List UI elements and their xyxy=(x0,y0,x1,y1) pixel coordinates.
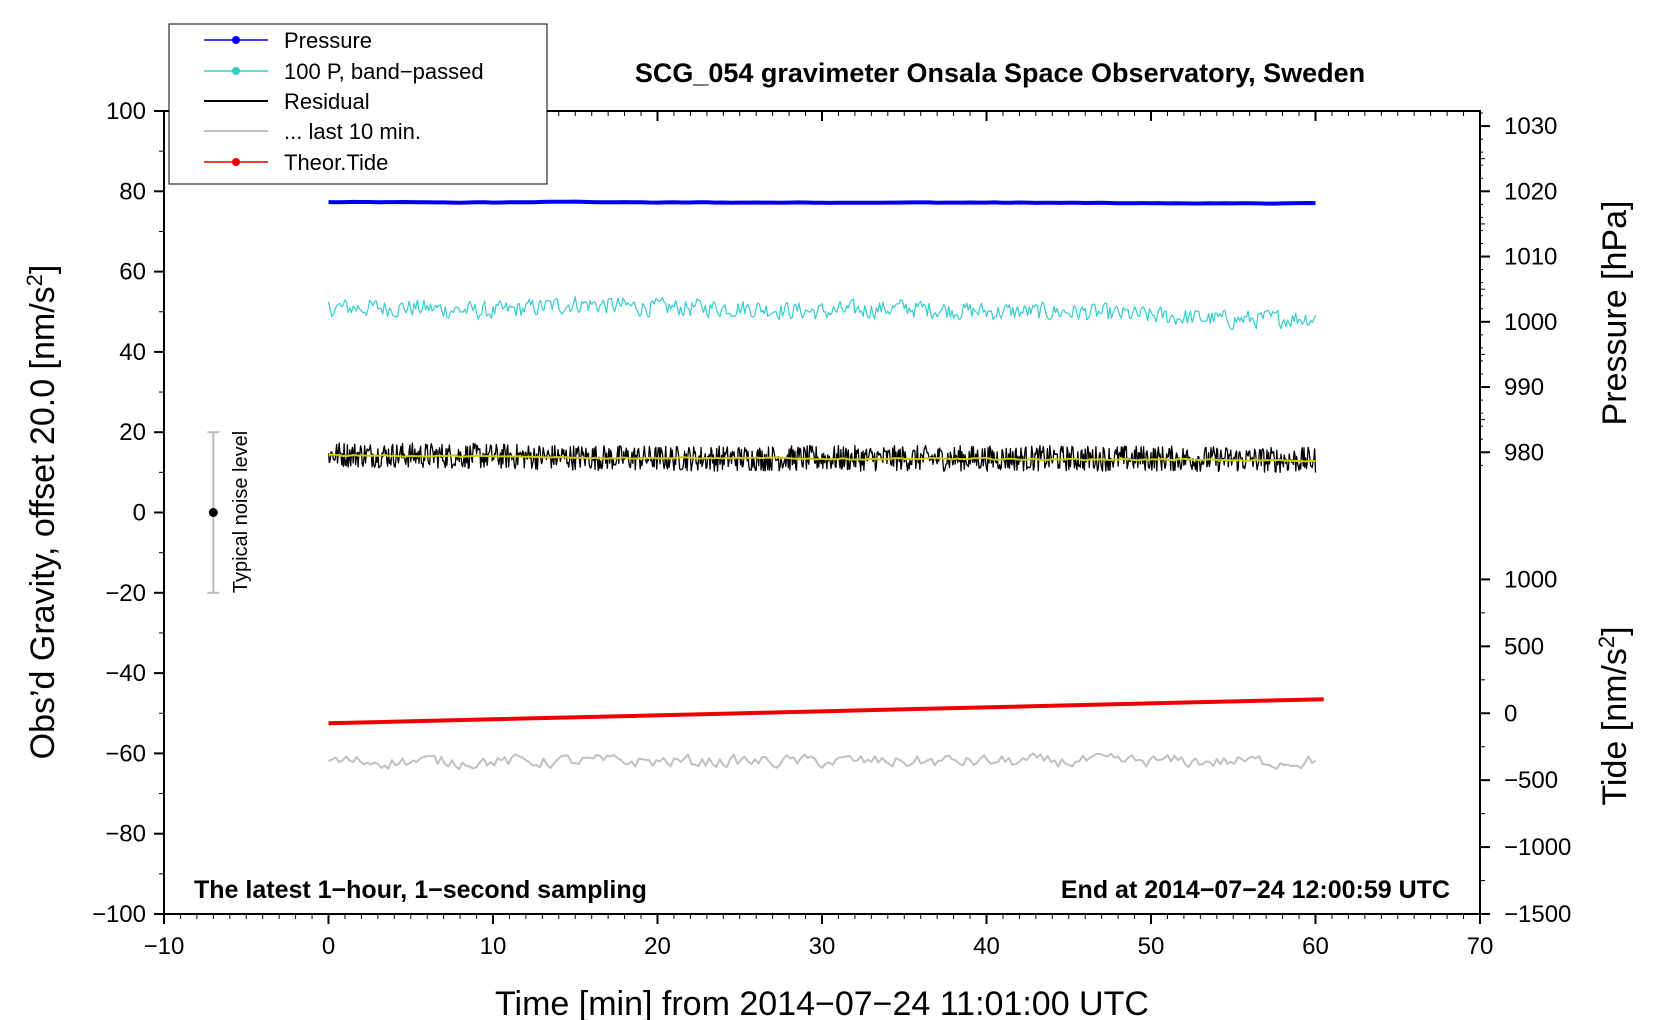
y-tick-label: −60 xyxy=(105,740,146,767)
series-smoothed-residual xyxy=(328,453,1316,463)
tide-tick-label: 500 xyxy=(1504,633,1544,660)
annotation-sampling: The latest 1−hour, 1−second sampling xyxy=(194,876,647,904)
legend: Pressure 100 P, band−passed Residual ...… xyxy=(168,23,548,185)
pressure-tick-label: 1000 xyxy=(1504,309,1557,336)
tide-axis-label: Tide [nm/s2] xyxy=(1594,626,1634,805)
pressure-tick-label: 980 xyxy=(1504,439,1544,466)
legend-box xyxy=(168,23,548,185)
y-tick-label: −80 xyxy=(105,821,146,848)
tide-tick-label: −500 xyxy=(1504,767,1558,794)
pressure-tick-label: 990 xyxy=(1504,374,1544,401)
y-tick-label: −20 xyxy=(105,580,146,607)
x-axis-label: Time [min] from 2014−07−24 11:01:00 UTC xyxy=(495,985,1149,1020)
y-tick-label: 100 xyxy=(106,98,146,125)
noise-level-label: Typical noise level xyxy=(230,431,252,593)
y-axis-label-superscript: 2 xyxy=(22,274,47,286)
y-tick-label: 40 xyxy=(119,339,146,366)
pressure-tick-label: 1010 xyxy=(1504,244,1557,271)
legend-marker-pressure xyxy=(232,36,240,44)
series-residual xyxy=(327,442,1317,473)
y-tick-label: 60 xyxy=(119,259,146,286)
tide-tick-label: −1000 xyxy=(1504,834,1571,861)
legend-marker-theor-tide xyxy=(232,158,240,166)
x-tick-label: 20 xyxy=(644,933,671,960)
pressure-tick-label: 1030 xyxy=(1504,113,1557,140)
y-tick-label: 80 xyxy=(119,178,146,205)
legend-entry-last-10-min: ... last 10 min. xyxy=(204,119,421,144)
x-tick-label: 30 xyxy=(809,933,836,960)
legend-label-band-passed: 100 P, band−passed xyxy=(284,59,484,84)
tide-tick-label: 1000 xyxy=(1504,566,1557,593)
legend-label-pressure: Pressure xyxy=(284,28,372,53)
chart-title: SCG_054 gravimeter Onsala Space Observat… xyxy=(635,58,1365,88)
y-tick-label: 20 xyxy=(119,419,146,446)
series-theor-tide xyxy=(328,697,1324,726)
plot-frame xyxy=(163,110,1481,915)
series-band-passed xyxy=(327,296,1317,330)
legend-label-residual: Residual xyxy=(284,89,370,114)
series-pressure xyxy=(328,199,1316,206)
tide-axis-label-superscript: 2 xyxy=(1594,636,1619,648)
tide-tick-label: −1500 xyxy=(1504,901,1571,928)
x-tick-label: 50 xyxy=(1138,933,1165,960)
x-tick-label: 0 xyxy=(322,933,335,960)
y-tick-label: −100 xyxy=(92,901,146,928)
legend-marker-band-passed xyxy=(232,67,240,75)
legend-entry-band-passed: 100 P, band−passed xyxy=(204,59,484,84)
legend-entry-theor-tide: Theor.Tide xyxy=(204,150,388,175)
series-last-10-min xyxy=(328,752,1317,771)
noise-bar-center-dot xyxy=(208,508,218,517)
x-tick-label: 60 xyxy=(1302,933,1329,960)
pressure-axis-label: Pressure [hPa] xyxy=(1596,201,1634,426)
legend-entry-residual: Residual xyxy=(204,89,370,114)
legend-entry-pressure: Pressure xyxy=(204,28,372,53)
axis-ticks: −10 0 10 20 30 40 50 60 70100806040200−20−40−60−… xyxy=(92,98,1571,960)
x-tick-label: −10 xyxy=(144,933,185,960)
y-tick-label: 0 xyxy=(133,500,146,527)
x-tick-label: 70 xyxy=(1467,933,1494,960)
data-series xyxy=(327,199,1324,771)
y-tick-label: −40 xyxy=(105,660,146,687)
y-axis-label: Obs’d Gravity, offset 20.0 [nm/s2] xyxy=(22,265,62,760)
pressure-tick-label: 1020 xyxy=(1504,178,1557,205)
x-tick-label: 40 xyxy=(973,933,1000,960)
tide-tick-label: 0 xyxy=(1504,700,1517,727)
noise-level-bar xyxy=(207,431,220,594)
annotation-end-time: End at 2014−07−24 12:00:59 UTC xyxy=(1061,876,1450,904)
legend-label-theor-tide: Theor.Tide xyxy=(284,150,388,175)
legend-label-last-10-min: ... last 10 min. xyxy=(284,119,421,144)
x-tick-label: 10 xyxy=(480,933,507,960)
